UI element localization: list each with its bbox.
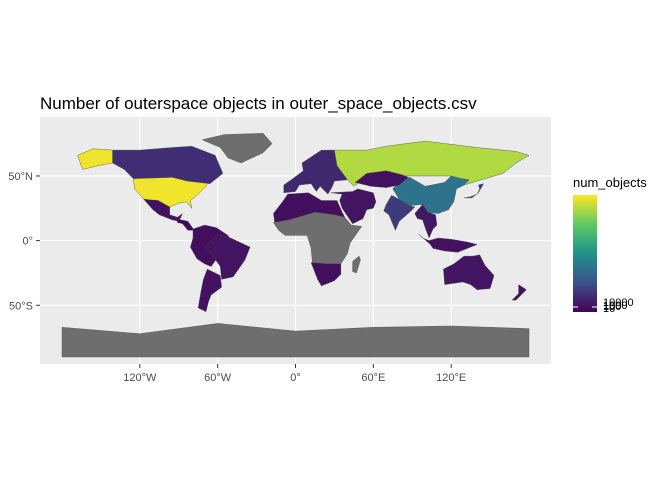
region-argentina xyxy=(197,268,222,312)
region-indonesia xyxy=(418,234,478,253)
region-europe xyxy=(283,149,355,195)
x-tick-label: 120°E xyxy=(436,372,466,384)
x-tick-label: 0° xyxy=(290,372,301,384)
region-middle-east xyxy=(330,188,377,225)
region-africa-interior xyxy=(273,211,363,265)
region-mexico xyxy=(143,198,183,222)
grid-lines xyxy=(40,117,551,364)
x-tick-label: 120°W xyxy=(123,372,157,384)
legend-label: 1000 xyxy=(603,300,627,312)
region-alaska xyxy=(77,148,113,170)
region-kazakhstan xyxy=(354,170,409,188)
region-new-zealand xyxy=(511,284,527,301)
region-brazil xyxy=(204,233,251,280)
region-china xyxy=(392,175,470,214)
legend-colorbar xyxy=(573,195,597,312)
x-tick-label: 60°W xyxy=(204,372,232,384)
x-axis: 120°W 60°W 0° 60°E 120°E xyxy=(123,364,466,384)
region-southern-africa xyxy=(310,262,342,287)
y-tick-label: 0° xyxy=(22,236,33,248)
x-tick-label: 60°E xyxy=(361,372,385,384)
region-madagascar xyxy=(352,255,361,274)
map-regions xyxy=(61,133,530,358)
region-southeast-asia xyxy=(414,204,438,239)
y-tick-label: 50°S xyxy=(9,300,33,312)
legend-title: num_objects xyxy=(573,175,647,190)
legend-label: 10 xyxy=(603,303,615,315)
region-japan xyxy=(464,183,485,199)
chart-title: Number of outerspace objects in outer_sp… xyxy=(40,94,477,113)
y-tick-label: 50°N xyxy=(8,171,33,183)
region-russia xyxy=(334,140,530,187)
legend-label: 100 xyxy=(603,301,621,313)
region-australia xyxy=(443,254,495,291)
region-india xyxy=(383,195,416,231)
region-antarctica xyxy=(61,323,530,358)
y-axis: 50°N 0° 50°S xyxy=(8,171,40,312)
region-greenland xyxy=(201,133,273,164)
region-central-america xyxy=(175,218,195,231)
region-canada xyxy=(112,145,224,184)
legend-label: 10000 xyxy=(603,297,634,309)
